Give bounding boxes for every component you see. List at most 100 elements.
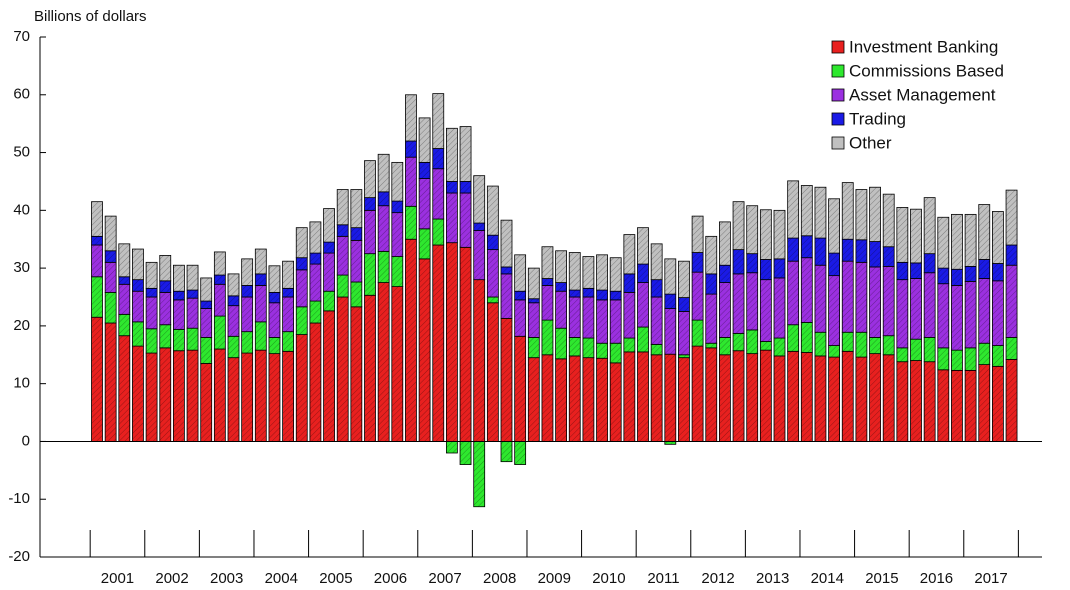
bar-segment xyxy=(596,299,608,344)
bar-segment xyxy=(896,261,909,281)
bar-segment xyxy=(527,302,540,338)
bar-segment xyxy=(364,160,376,199)
bar-segment xyxy=(691,319,704,347)
bar-segment xyxy=(405,238,417,442)
bar-segment xyxy=(910,208,922,264)
bar-segment xyxy=(159,280,172,293)
bar-segment xyxy=(882,246,895,267)
bar-segment xyxy=(541,354,554,442)
bar-segment xyxy=(132,321,144,347)
bar-segment xyxy=(568,296,581,338)
bar-segment xyxy=(336,296,349,442)
bar-segment xyxy=(541,278,554,286)
legend-label: Other xyxy=(849,133,892,152)
bar-segment xyxy=(336,235,349,276)
bar-segment xyxy=(978,278,991,344)
bar-segment xyxy=(541,319,554,356)
bar-segment xyxy=(159,291,172,326)
bar-segment xyxy=(227,305,240,337)
bar-segment xyxy=(623,291,636,339)
bar-segment xyxy=(787,260,800,326)
y-tick-label: 70 xyxy=(13,28,30,45)
bar-segment xyxy=(951,268,963,286)
bar-segment xyxy=(732,249,745,275)
bar-segment xyxy=(473,230,486,281)
bar-segment xyxy=(841,350,854,442)
bar-segment xyxy=(555,290,567,329)
bar-segment xyxy=(664,308,677,355)
bar-segment xyxy=(432,168,445,220)
bar-segment xyxy=(91,276,103,318)
bar-segment xyxy=(500,317,513,442)
legend-swatch xyxy=(831,88,845,102)
bar-segment xyxy=(145,352,158,442)
bar-segment xyxy=(678,354,690,359)
bar-segment xyxy=(609,290,622,301)
bar-segment xyxy=(213,251,226,276)
bar-segment xyxy=(377,250,390,283)
bar-segment xyxy=(309,221,322,254)
bar-segment xyxy=(309,322,322,442)
bar-segment xyxy=(568,337,581,357)
bar-segment xyxy=(759,209,772,260)
bar-segment xyxy=(910,360,922,442)
x-tick-label: 2001 xyxy=(101,570,134,587)
bar-segment xyxy=(773,355,786,442)
bar-segment xyxy=(104,250,117,263)
bar-segment xyxy=(254,321,267,351)
bar-segment xyxy=(405,156,417,207)
bar-segment xyxy=(992,365,1004,442)
bar-segment xyxy=(186,297,199,329)
bar-segment xyxy=(828,198,840,254)
bar-segment xyxy=(459,192,472,248)
bar-segment xyxy=(254,273,267,286)
bar-segment xyxy=(172,328,185,352)
bar-segment xyxy=(323,310,335,442)
bar-segment xyxy=(828,252,840,277)
bar-segment xyxy=(241,352,254,442)
bar-segment xyxy=(295,257,308,271)
bar-segment xyxy=(432,218,445,246)
bar-segment xyxy=(527,337,540,359)
bar-segment xyxy=(213,348,226,442)
bar-segment xyxy=(227,357,240,442)
bar-segment xyxy=(650,296,663,345)
bar-segment xyxy=(486,302,499,442)
bar-segment xyxy=(254,285,267,323)
bar-segment xyxy=(405,94,417,142)
bar-segment xyxy=(91,316,103,442)
bar-segment xyxy=(323,290,335,312)
bar-segment xyxy=(773,258,786,279)
bar-segment xyxy=(555,358,567,442)
bar-segment xyxy=(118,335,131,442)
x-tick-label: 2014 xyxy=(811,570,844,587)
bar-segment xyxy=(841,260,854,333)
bar-segment xyxy=(527,267,540,300)
bar-segment xyxy=(923,197,936,255)
bar-segment xyxy=(869,266,881,338)
bar-segment xyxy=(91,244,103,278)
bar-segment xyxy=(172,299,185,330)
bar-segment xyxy=(719,221,731,266)
bar-segment xyxy=(445,242,458,442)
bar-segment xyxy=(172,290,185,301)
bar-segment xyxy=(377,191,390,207)
bar-segment xyxy=(268,337,281,355)
bar-segment xyxy=(937,347,950,371)
bar-segment xyxy=(118,243,131,278)
bar-segment xyxy=(773,337,786,357)
bar-segment xyxy=(773,209,786,260)
bar-segment xyxy=(514,290,527,301)
bar-segment xyxy=(418,161,431,179)
x-tick-label: 2002 xyxy=(155,570,188,587)
x-tick-label: 2009 xyxy=(538,570,571,587)
bar-segment xyxy=(814,331,827,357)
bar-segment xyxy=(200,337,213,364)
bar-segment xyxy=(882,335,895,356)
bar-segment xyxy=(732,201,745,251)
bar-segment xyxy=(896,347,909,363)
bar-segment xyxy=(241,331,254,354)
bar-segment xyxy=(500,219,513,268)
bar-segment xyxy=(268,302,281,338)
